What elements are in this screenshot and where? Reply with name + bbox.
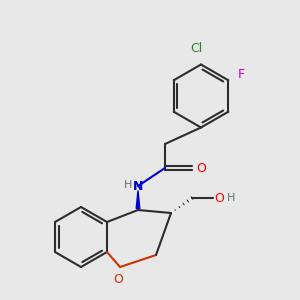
Text: Cl: Cl	[190, 43, 202, 56]
Text: H: H	[226, 193, 235, 203]
Text: F: F	[237, 68, 244, 81]
Text: O: O	[214, 191, 224, 205]
Text: O: O	[196, 161, 206, 175]
Text: N: N	[133, 179, 143, 193]
Text: H: H	[124, 179, 132, 190]
Text: O: O	[114, 273, 123, 286]
Polygon shape	[136, 190, 140, 208]
